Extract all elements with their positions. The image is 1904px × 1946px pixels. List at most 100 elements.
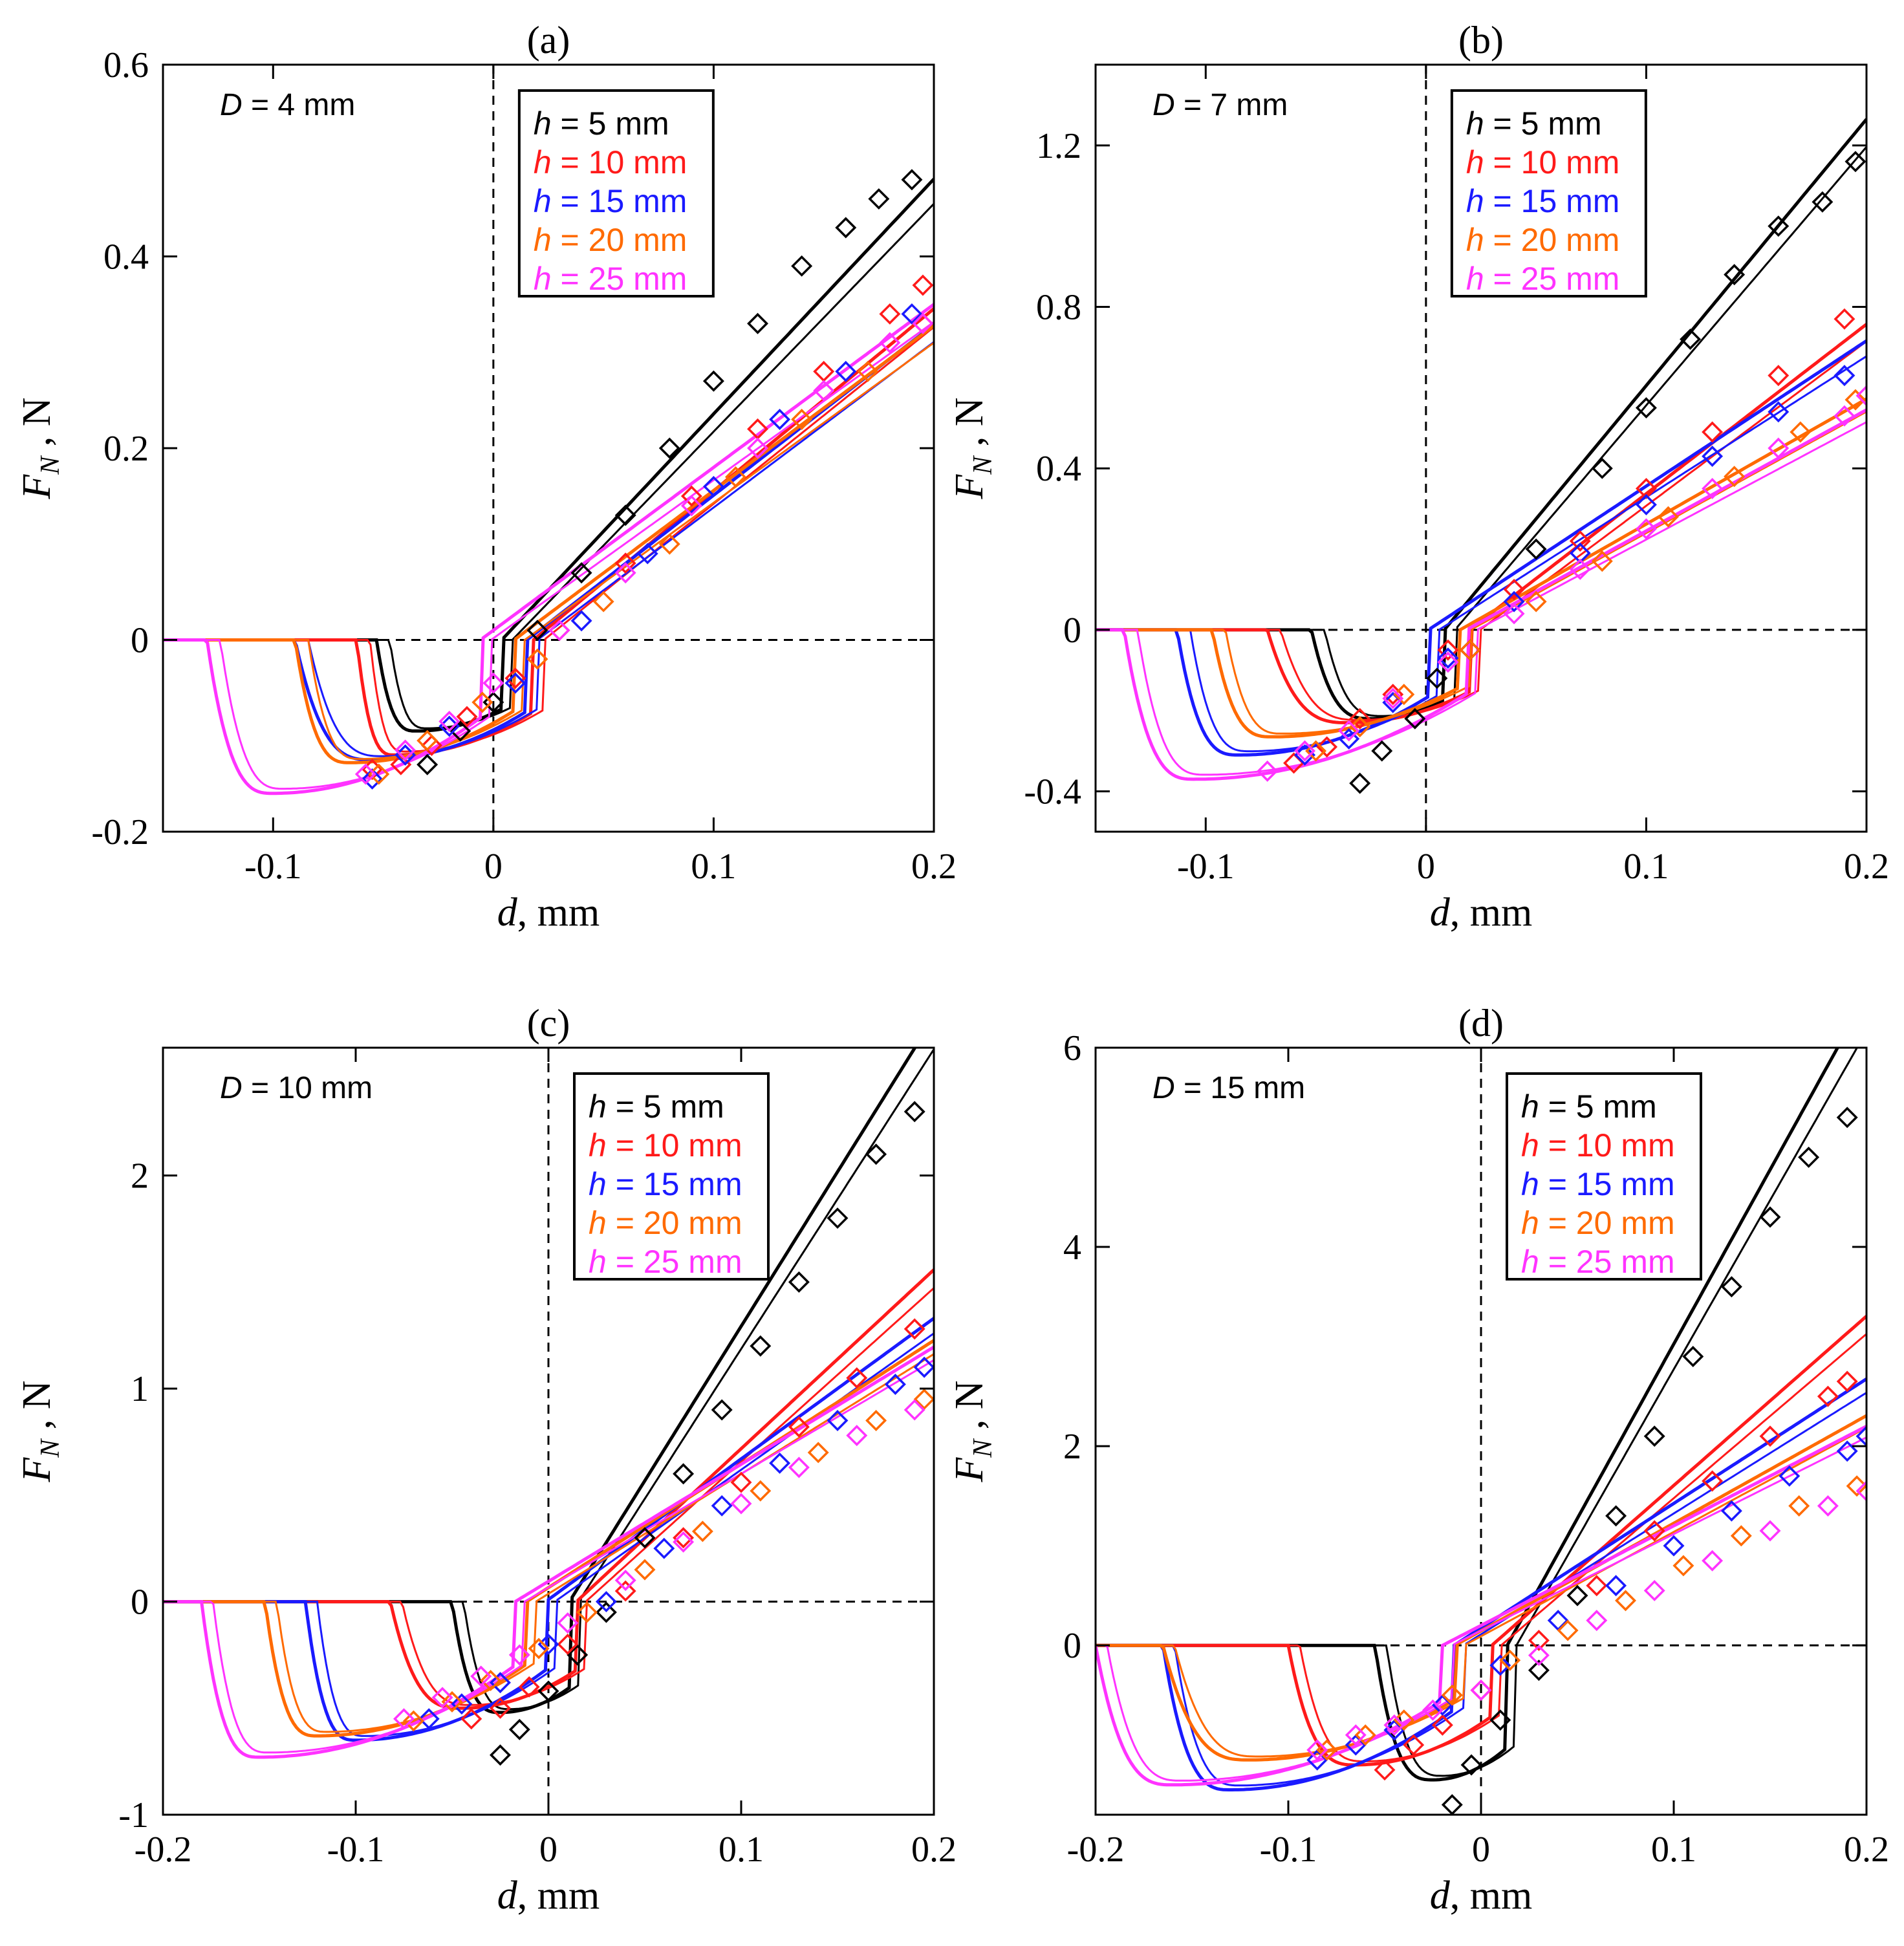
data-point — [1393, 1709, 1415, 1731]
data-point — [1528, 1645, 1550, 1667]
data-point — [1615, 1590, 1636, 1612]
annotation: D = 4 mm — [220, 88, 355, 122]
data-point — [1788, 1495, 1810, 1517]
data-point — [901, 303, 923, 325]
data-point — [747, 437, 769, 459]
series-line-2 — [1096, 1315, 1866, 1767]
x-tick-label: 0.2 — [911, 1830, 957, 1870]
data-point — [879, 332, 901, 354]
data-point — [1294, 744, 1316, 766]
data-point — [846, 1367, 868, 1389]
y-tick-label: 1.2 — [1036, 126, 1081, 166]
axes-frame — [1094, 63, 1868, 833]
data-point — [1724, 264, 1746, 286]
data-point — [868, 188, 890, 210]
data-point — [1844, 389, 1866, 411]
panel-title: (b) — [1458, 19, 1504, 61]
data-point — [1586, 1610, 1608, 1632]
x-tick-label: 0.2 — [911, 847, 957, 887]
data-point — [769, 409, 791, 430]
data-point — [490, 1697, 511, 1719]
y-tick-label: 0.2 — [103, 429, 149, 469]
series-line-4-unload — [1096, 1427, 1866, 1758]
data-point — [576, 1601, 598, 1623]
x-axis-label: d, mm — [1430, 891, 1532, 935]
data-point — [614, 552, 636, 574]
data-point — [1503, 590, 1525, 612]
data-point — [1569, 558, 1591, 580]
series-line-5-unload — [163, 321, 934, 790]
data-point — [1403, 1734, 1425, 1756]
data-point — [1846, 1475, 1866, 1497]
legend-box — [1450, 89, 1647, 297]
data-point — [1528, 1629, 1550, 1651]
data-point — [592, 590, 614, 612]
data-point — [1605, 1505, 1627, 1527]
series-line-5-unload — [1096, 1436, 1866, 1782]
legend-entry: h = 15 mm — [534, 183, 687, 219]
data-point — [1855, 385, 1866, 407]
data-point — [1374, 1759, 1396, 1781]
data-point — [1680, 328, 1702, 350]
data-point — [1528, 1660, 1550, 1681]
chart-panel-1: -0.1 0 0.1 0.2 -0.2 0 0.2 0.4 0.6 (a) d, mm FN , N D… — [15, 19, 957, 935]
data-point — [903, 1101, 925, 1123]
data-point — [595, 1591, 617, 1613]
data-point — [788, 1416, 810, 1438]
data-point — [912, 312, 934, 334]
data-point — [658, 437, 680, 459]
series-line-4-unload — [163, 1353, 934, 1733]
data-point — [490, 1672, 511, 1694]
series-line-5-unload — [1096, 421, 1866, 776]
data-point — [518, 1676, 540, 1698]
data-point — [711, 1399, 733, 1421]
data-point — [1768, 365, 1790, 387]
data-point — [402, 1710, 424, 1732]
series-line-3-unload — [1096, 355, 1866, 753]
x-tick-label: 0.1 — [1651, 1830, 1696, 1870]
data-point — [835, 360, 857, 382]
data-point — [730, 1471, 752, 1493]
data-point — [451, 1693, 473, 1715]
x-axis-label: d, mm — [497, 891, 600, 935]
data-point — [1426, 667, 1448, 689]
data-point — [460, 1708, 482, 1730]
x-tick-label: 0.2 — [1844, 847, 1889, 887]
data-point — [1383, 1714, 1405, 1736]
legend: h = 5 mmh = 10 mmh = 15 mmh = 20 mmh = 2… — [1450, 89, 1647, 297]
data-point — [1437, 651, 1459, 673]
data-point — [395, 739, 416, 761]
plot-area — [163, 169, 934, 795]
x-tick-label: 0 — [1417, 847, 1435, 887]
x-tick-label: 0.1 — [691, 847, 736, 887]
data-point — [1759, 1206, 1781, 1228]
data-point — [393, 1708, 415, 1730]
data-point — [537, 1633, 559, 1655]
series-line-2-unload — [1096, 340, 1866, 721]
data-point — [418, 1708, 440, 1730]
data-point — [441, 1691, 463, 1713]
data-point — [901, 169, 923, 191]
data-point — [1798, 1146, 1820, 1168]
data-point — [449, 720, 471, 742]
data-point — [702, 475, 724, 497]
data-point — [653, 1537, 675, 1559]
legend: h = 5 mmh = 10 mmh = 15 mmh = 20 mmh = 2… — [573, 1072, 770, 1281]
data-point — [711, 1495, 733, 1517]
data-point — [857, 360, 879, 382]
data-point — [1489, 1654, 1511, 1676]
data-point — [865, 1143, 887, 1165]
x-tick-label: -0.1 — [327, 1830, 385, 1870]
legend-entry: h = 15 mm — [1466, 183, 1620, 219]
data-point — [1702, 1470, 1724, 1492]
data-point — [1437, 647, 1459, 669]
data-point — [508, 1644, 530, 1666]
data-point — [1437, 639, 1459, 661]
data-point — [1759, 1520, 1781, 1542]
chart-panel-2: -0.1 0 0.1 0.2 -0.4 0 0.4 0.8 1.2 (b) d, mm FN , N D… — [947, 19, 1889, 935]
data-point — [1566, 1584, 1588, 1606]
data-point — [807, 1442, 829, 1464]
data-point — [791, 409, 813, 430]
plot-area — [163, 1048, 934, 1766]
series-line-4-unload — [163, 341, 934, 761]
